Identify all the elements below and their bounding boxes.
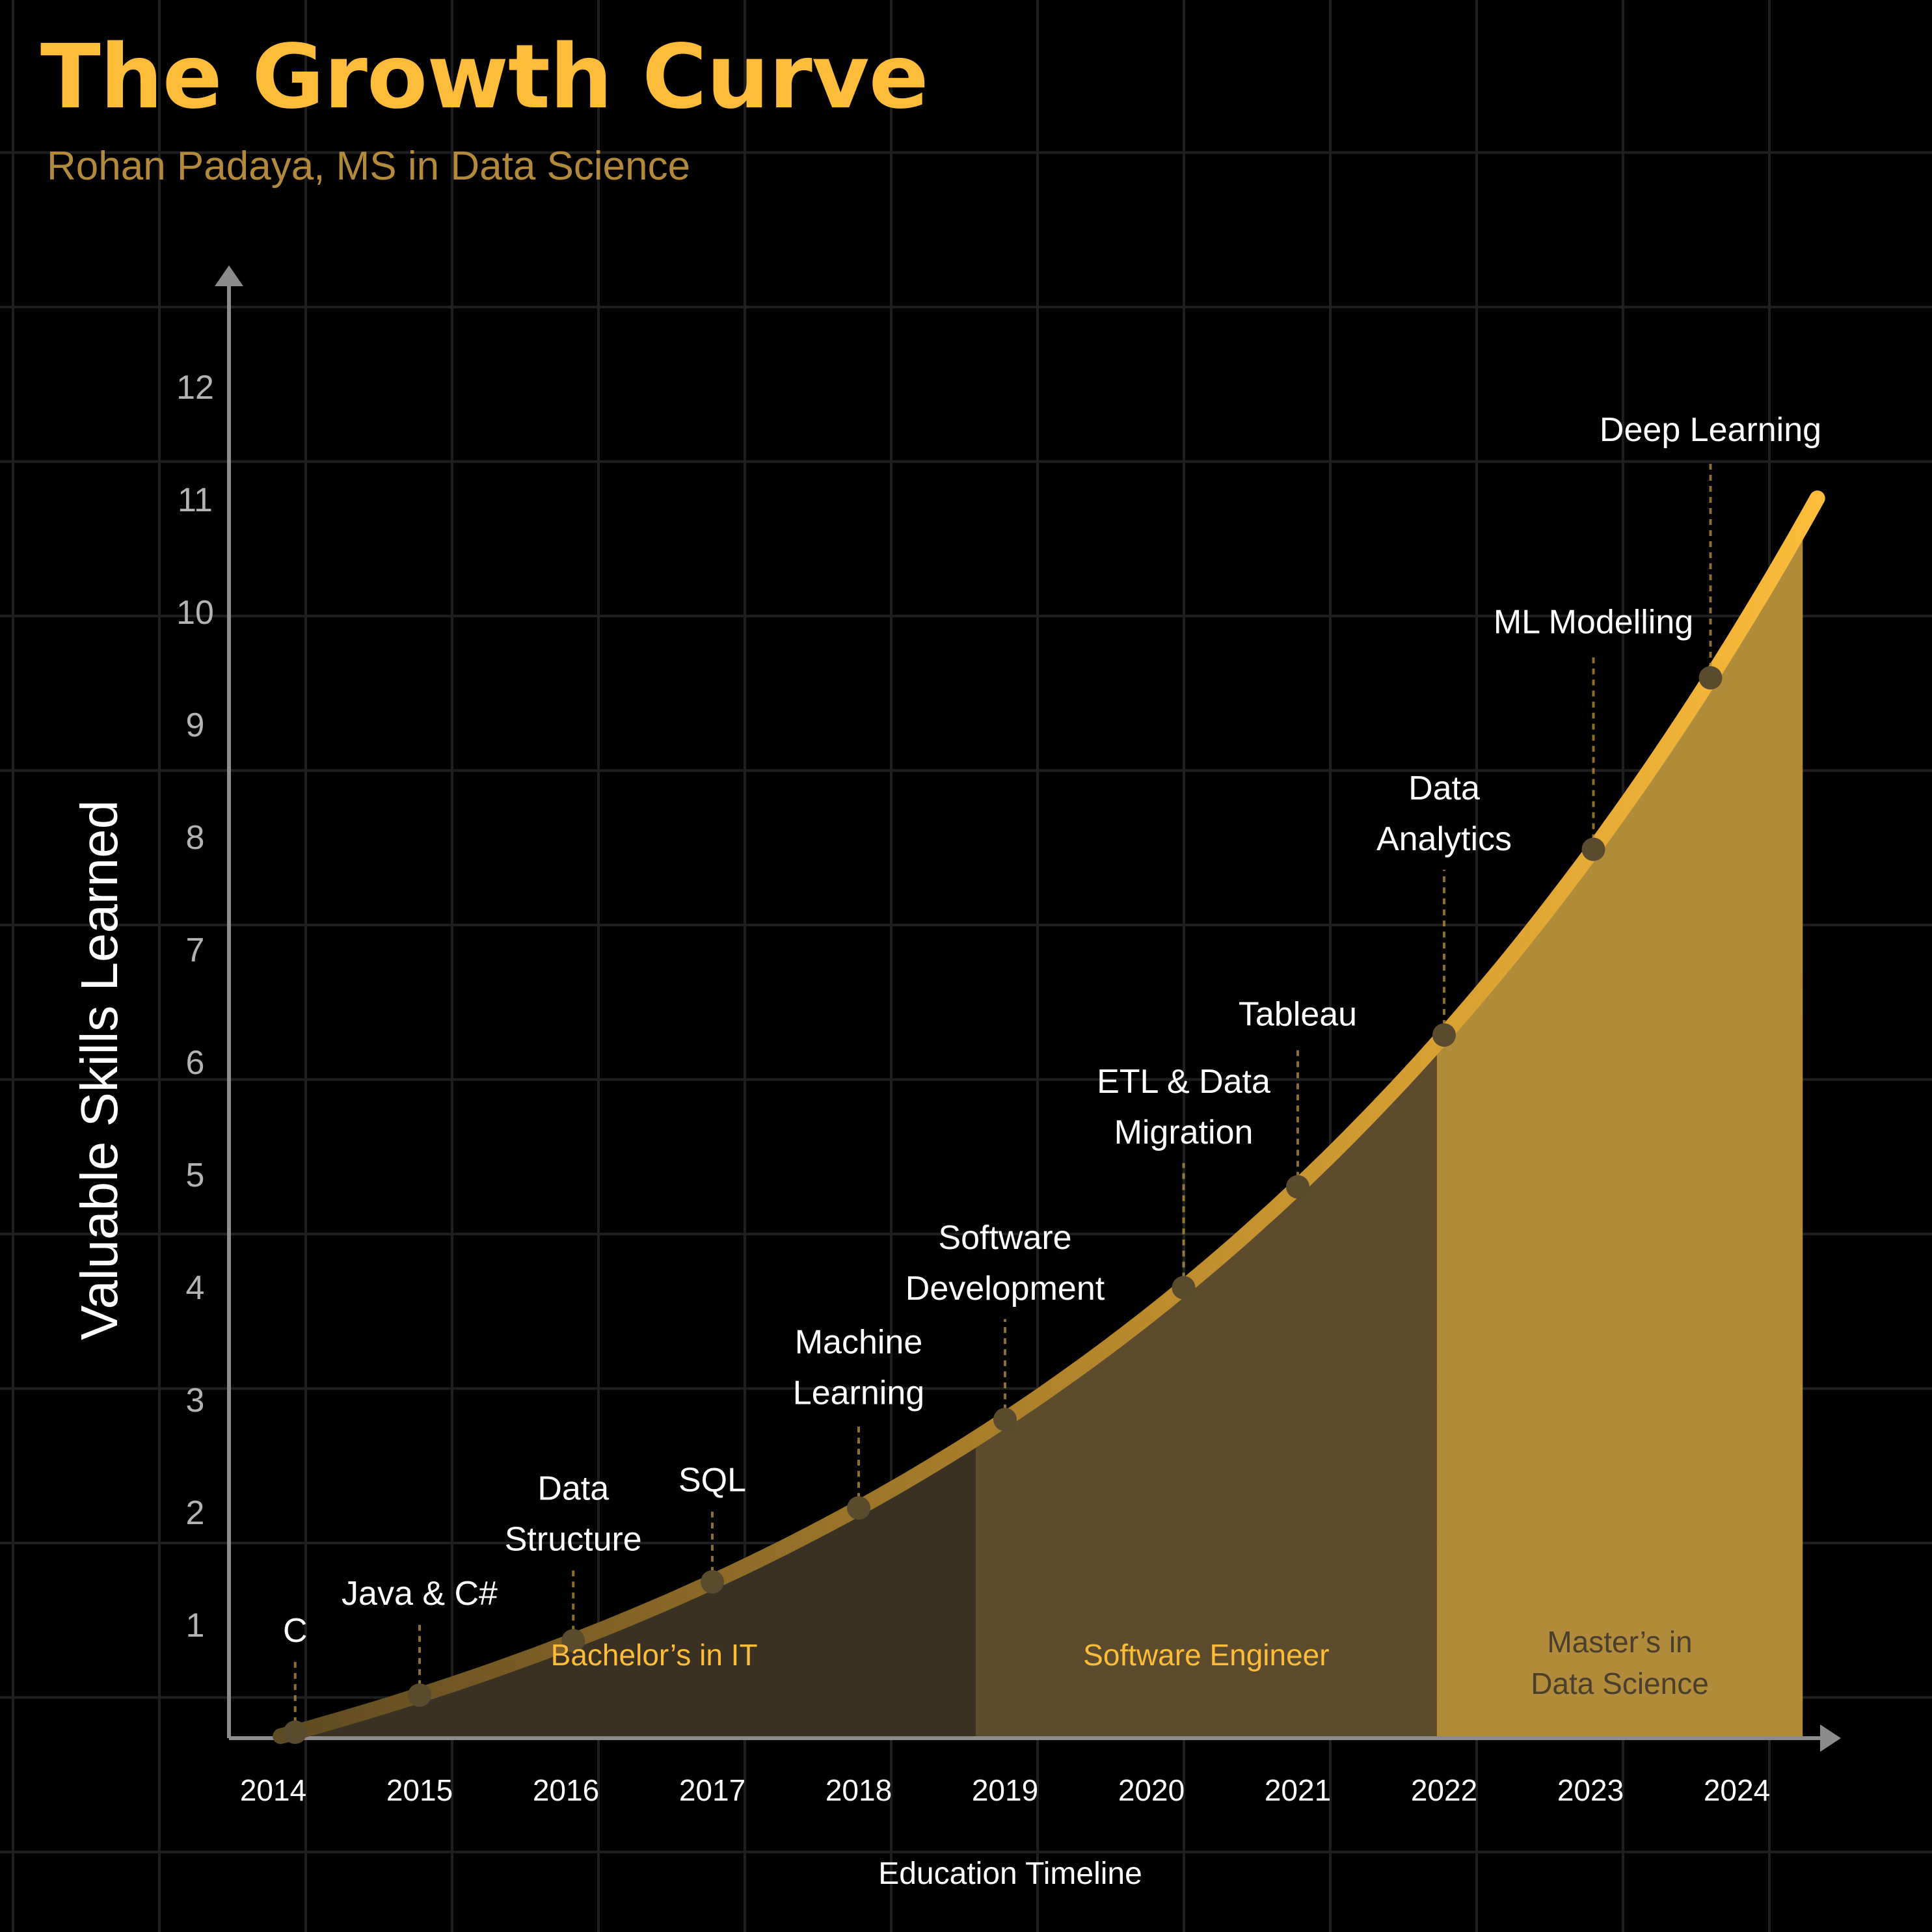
y-tick-label: 10	[176, 594, 214, 632]
skill-label: SQL	[678, 1462, 746, 1499]
skill-point	[847, 1496, 870, 1520]
y-axis-title: Valuable Skills Learned	[70, 800, 128, 1340]
y-tick-label: 9	[186, 706, 205, 744]
growth-curve-line	[273, 490, 1825, 1744]
skill-point	[1286, 1175, 1309, 1199]
y-tick-label: 2	[186, 1494, 205, 1532]
skill-label: C	[283, 1612, 308, 1650]
y-tick-label: 12	[176, 369, 214, 407]
phase-area-1	[280, 1438, 976, 1736]
x-tick-label: 2014	[240, 1773, 306, 1807]
skill-label: Tableau	[1239, 995, 1357, 1033]
phase-area-3	[1436, 524, 1803, 1736]
x-tick-label: 2020	[1118, 1773, 1185, 1807]
y-tick-label: 3	[186, 1382, 205, 1419]
skill-label: ML Modelling	[1494, 604, 1693, 641]
skill-label: Data Structure	[505, 1469, 642, 1558]
skill-point	[1432, 1023, 1456, 1047]
y-tick-label: 11	[178, 481, 213, 519]
y-tick-label: 5	[186, 1157, 205, 1194]
x-tick-label: 2019	[972, 1773, 1038, 1807]
skill-label: Java & C#	[342, 1575, 498, 1613]
skill-label: Deep Learning	[1600, 411, 1821, 449]
y-tick-label: 6	[186, 1044, 205, 1082]
phase-label-1: Bachelor’s in IT	[551, 1638, 758, 1672]
y-tick-label: 4	[186, 1269, 205, 1307]
phase-label-3: Master’s in Data Science	[1531, 1625, 1709, 1700]
skill-point	[993, 1408, 1017, 1432]
skill-label: Software Development	[906, 1219, 1105, 1308]
x-tick-label: 2023	[1557, 1773, 1624, 1807]
y-axis-arrow-icon	[215, 265, 243, 286]
chart-title: The Growth Curve	[40, 26, 929, 129]
x-tick-label: 2018	[825, 1773, 892, 1807]
x-tick-label: 2016	[533, 1773, 599, 1807]
phase-area-2	[976, 1043, 1437, 1736]
chart-subtitle: Rohan Padaya, MS in Data Science	[47, 144, 691, 189]
y-tick-label: 8	[186, 819, 205, 857]
skill-point	[1172, 1276, 1196, 1300]
x-tick-label: 2024	[1704, 1773, 1770, 1807]
x-tick-label: 2021	[1265, 1773, 1331, 1807]
phase-label-2: Software Engineer	[1083, 1638, 1329, 1672]
x-tick-label: 2017	[679, 1773, 745, 1807]
skill-point	[561, 1629, 585, 1653]
skill-point	[701, 1570, 724, 1594]
skill-label: Data Analytics	[1376, 770, 1512, 858]
skill-point	[283, 1720, 307, 1744]
skill-point	[408, 1683, 431, 1707]
x-axis-title: Education Timeline	[878, 1857, 1142, 1891]
x-axis-arrow-icon	[1820, 1724, 1841, 1752]
y-tick-label: 7	[186, 932, 205, 969]
skill-label: Machine Learning	[793, 1324, 924, 1412]
x-tick-label: 2015	[386, 1773, 453, 1807]
x-tick-label: 2022	[1411, 1773, 1477, 1807]
skill-point	[1698, 666, 1723, 690]
skill-point	[1581, 837, 1605, 861]
y-tick-label: 1	[186, 1607, 205, 1644]
skill-label: ETL & Data Migration	[1097, 1063, 1270, 1151]
